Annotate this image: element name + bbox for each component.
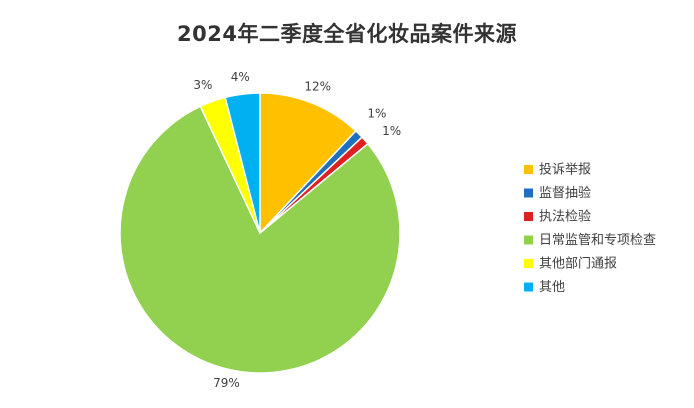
legend-swatch	[524, 165, 533, 174]
legend-label: 执法检验	[539, 209, 591, 225]
slice-data-label: 1%	[367, 107, 386, 121]
pie-slice	[224, 92, 261, 234]
legend-swatch	[524, 235, 533, 245]
slice-data-label: 12%	[304, 80, 331, 94]
legend-swatch	[524, 188, 533, 198]
slice-labels: 12% 1% 1% 79% 3% 4%	[193, 70, 401, 390]
legend-label: 监督抽验	[539, 185, 591, 201]
legend-label: 投诉举报	[539, 162, 591, 178]
slice-data-label: 4%	[231, 70, 250, 84]
legend-label: 其他部门通报	[539, 257, 617, 272]
legend-label: 日常监管和专项检查	[539, 233, 656, 248]
pie-slices	[119, 92, 401, 374]
chart-title: 2024年二季度全省化妆品案件来源	[177, 22, 517, 46]
legend-swatch	[524, 259, 533, 268]
legend-swatch	[524, 282, 533, 292]
pie-slice	[119, 105, 401, 374]
legend-label: 其他	[539, 280, 565, 295]
slice-data-label: 79%	[213, 376, 240, 390]
legend-swatch	[524, 212, 533, 221]
slice-data-label: 1%	[382, 124, 401, 138]
slice-data-label: 3%	[193, 78, 212, 92]
pie-slice	[259, 92, 357, 235]
